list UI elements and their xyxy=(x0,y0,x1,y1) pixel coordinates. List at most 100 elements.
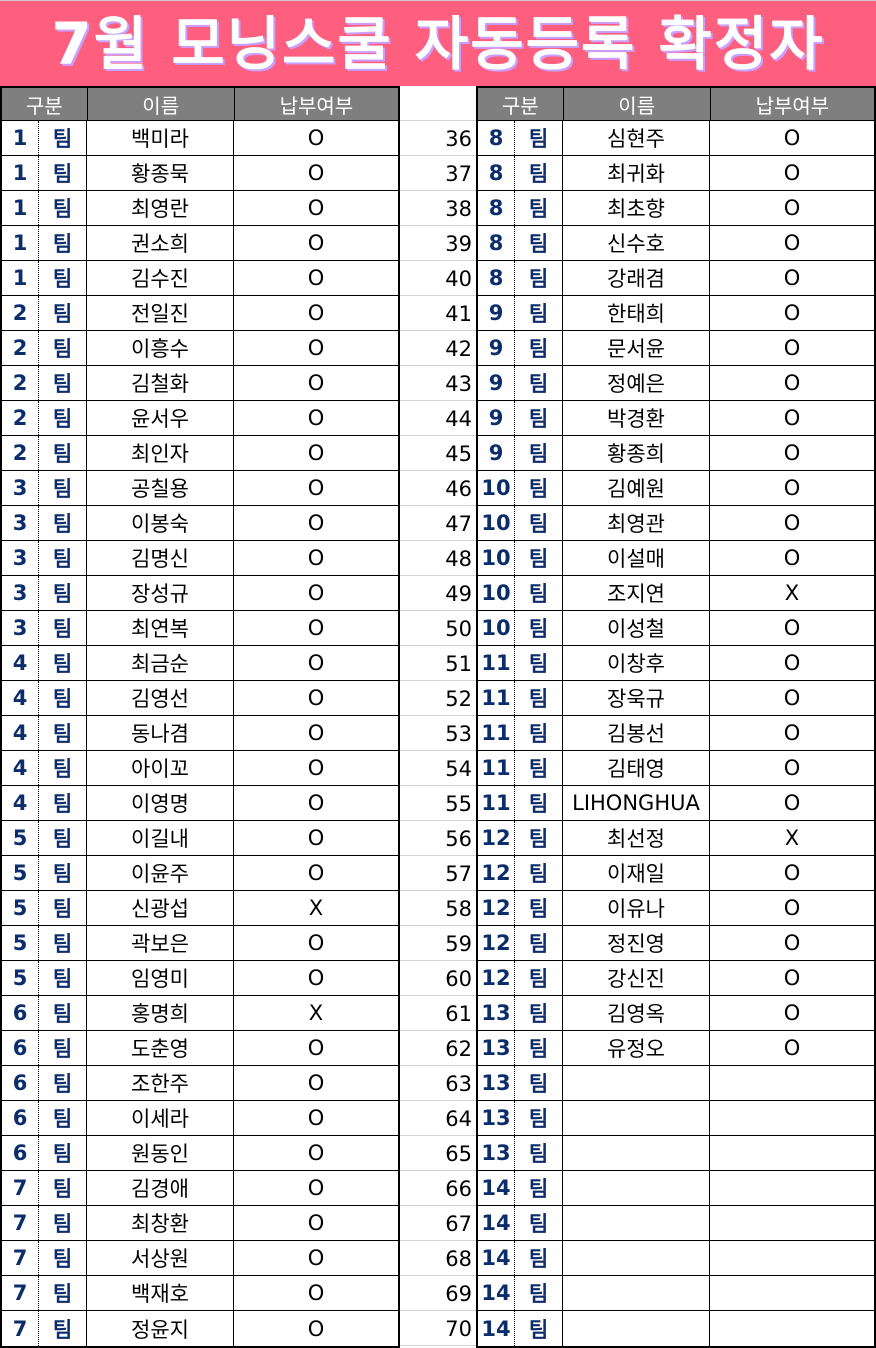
member-name[interactable]: 유정오 xyxy=(563,1031,710,1065)
payment-status[interactable]: O xyxy=(307,791,325,815)
member-name[interactable]: 최영관 xyxy=(563,506,710,540)
payment-status[interactable]: O xyxy=(307,1246,325,1270)
payment-status[interactable]: O xyxy=(307,616,325,640)
member-name[interactable]: 김경애 xyxy=(87,1171,234,1205)
payment-status[interactable] xyxy=(710,1101,874,1135)
member-name[interactable]: 백재호 xyxy=(87,1276,234,1310)
member-name[interactable]: 문서윤 xyxy=(563,331,710,365)
member-name[interactable]: 정예은 xyxy=(563,366,710,400)
payment-status[interactable]: O xyxy=(783,756,801,780)
payment-status[interactable]: O xyxy=(307,266,325,290)
member-name[interactable]: 곽보은 xyxy=(87,926,234,960)
member-name[interactable]: 박경환 xyxy=(563,401,710,435)
member-name[interactable]: 김영선 xyxy=(87,681,234,715)
member-name[interactable]: 조한주 xyxy=(87,1066,234,1100)
payment-status[interactable]: X xyxy=(784,581,800,605)
payment-status[interactable] xyxy=(710,1206,874,1240)
payment-status[interactable]: O xyxy=(307,371,325,395)
member-name[interactable]: 최영란 xyxy=(87,191,234,225)
payment-status[interactable]: O xyxy=(783,441,801,465)
member-name[interactable]: 심현주 xyxy=(563,121,710,155)
member-name[interactable]: 임영미 xyxy=(87,961,234,995)
member-name[interactable]: 장성규 xyxy=(87,576,234,610)
payment-status[interactable] xyxy=(710,1276,874,1310)
payment-status[interactable]: O xyxy=(783,546,801,570)
member-name[interactable]: 이재일 xyxy=(563,856,710,890)
payment-status[interactable]: O xyxy=(307,721,325,745)
payment-status[interactable]: X xyxy=(308,1001,324,1025)
payment-status[interactable]: O xyxy=(783,616,801,640)
payment-status[interactable]: O xyxy=(783,896,801,920)
payment-status[interactable]: O xyxy=(307,686,325,710)
payment-status[interactable]: O xyxy=(307,826,325,850)
payment-status[interactable]: O xyxy=(307,1281,325,1305)
member-name[interactable]: 이설매 xyxy=(563,541,710,575)
member-name[interactable]: 정윤지 xyxy=(87,1311,234,1346)
payment-status[interactable]: O xyxy=(783,476,801,500)
member-name[interactable]: 전일진 xyxy=(87,296,234,330)
payment-status[interactable]: O xyxy=(307,861,325,885)
member-name[interactable]: 김예원 xyxy=(563,471,710,505)
payment-status[interactable]: X xyxy=(784,826,800,850)
member-name[interactable]: 김태영 xyxy=(563,751,710,785)
payment-status[interactable]: O xyxy=(783,266,801,290)
payment-status[interactable]: O xyxy=(307,1106,325,1130)
payment-status[interactable]: O xyxy=(307,336,325,360)
member-name[interactable]: 이세라 xyxy=(87,1101,234,1135)
member-name[interactable]: 홍명희 xyxy=(87,996,234,1030)
member-name[interactable]: 최인자 xyxy=(87,436,234,470)
member-name[interactable] xyxy=(563,1206,710,1240)
member-name[interactable]: 원동인 xyxy=(87,1136,234,1170)
payment-status[interactable]: O xyxy=(307,196,325,220)
payment-status[interactable]: O xyxy=(783,511,801,535)
member-name[interactable]: 강신진 xyxy=(563,961,710,995)
payment-status[interactable]: O xyxy=(783,371,801,395)
payment-status[interactable]: O xyxy=(783,336,801,360)
member-name[interactable]: 동나겸 xyxy=(87,716,234,750)
payment-status[interactable]: O xyxy=(307,966,325,990)
member-name[interactable]: 김수진 xyxy=(87,261,234,295)
member-name[interactable]: 조지연 xyxy=(563,576,710,610)
payment-status[interactable]: O xyxy=(783,861,801,885)
payment-status[interactable]: O xyxy=(307,406,325,430)
member-name[interactable]: 윤서우 xyxy=(87,401,234,435)
member-name[interactable]: 황종묵 xyxy=(87,156,234,190)
member-name[interactable]: 신수호 xyxy=(563,226,710,260)
member-name[interactable]: 김봉선 xyxy=(563,716,710,750)
payment-status[interactable]: O xyxy=(307,231,325,255)
payment-status[interactable]: O xyxy=(307,161,325,185)
member-name[interactable]: 최초향 xyxy=(563,191,710,225)
member-name[interactable]: 최금순 xyxy=(87,646,234,680)
payment-status[interactable] xyxy=(710,1171,874,1205)
payment-status[interactable]: O xyxy=(783,931,801,955)
payment-status[interactable] xyxy=(710,1066,874,1100)
member-name[interactable]: 최연복 xyxy=(87,611,234,645)
payment-status[interactable]: O xyxy=(307,441,325,465)
member-name[interactable]: 이봉숙 xyxy=(87,506,234,540)
member-name[interactable] xyxy=(563,1101,710,1135)
member-name[interactable]: 김영옥 xyxy=(563,996,710,1030)
payment-status[interactable]: O xyxy=(307,931,325,955)
member-name[interactable] xyxy=(563,1066,710,1100)
payment-status[interactable]: X xyxy=(308,896,324,920)
payment-status[interactable] xyxy=(710,1136,874,1170)
member-name[interactable]: 김철화 xyxy=(87,366,234,400)
member-name[interactable]: 이윤주 xyxy=(87,856,234,890)
payment-status[interactable]: O xyxy=(783,1036,801,1060)
payment-status[interactable]: O xyxy=(307,581,325,605)
payment-status[interactable]: O xyxy=(307,1141,325,1165)
member-name[interactable]: 최창환 xyxy=(87,1206,234,1240)
payment-status[interactable]: O xyxy=(783,301,801,325)
member-name[interactable]: 백미라 xyxy=(87,121,234,155)
payment-status[interactable]: O xyxy=(307,651,325,675)
payment-status[interactable]: O xyxy=(783,686,801,710)
member-name[interactable]: 신광섭 xyxy=(87,891,234,925)
member-name[interactable]: 공칠용 xyxy=(87,471,234,505)
payment-status[interactable]: O xyxy=(307,476,325,500)
payment-status[interactable]: O xyxy=(307,301,325,325)
payment-status[interactable]: O xyxy=(783,231,801,255)
payment-status[interactable]: O xyxy=(783,791,801,815)
member-name[interactable] xyxy=(563,1136,710,1170)
member-name[interactable]: 이길내 xyxy=(87,821,234,855)
member-name[interactable]: 도춘영 xyxy=(87,1031,234,1065)
